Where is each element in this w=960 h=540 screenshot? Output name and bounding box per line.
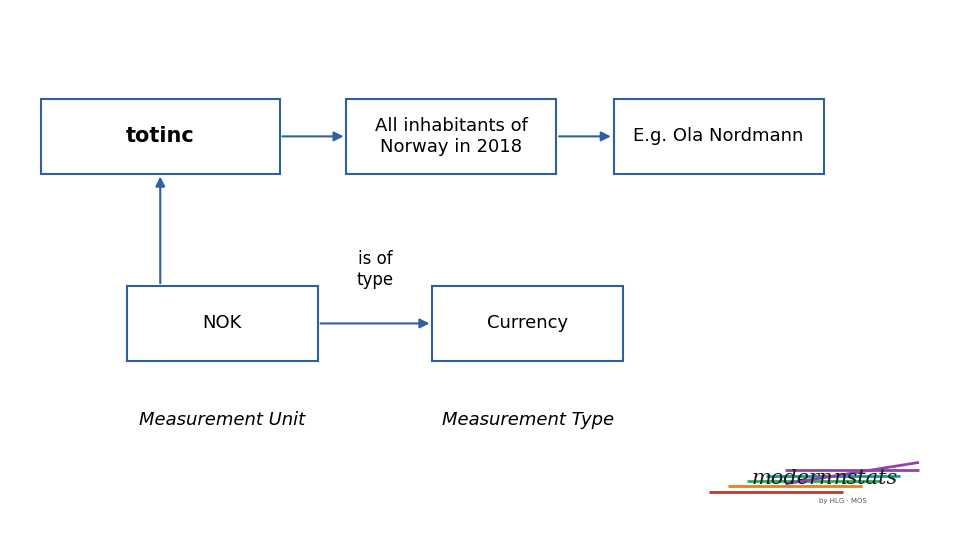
Text: by HLG · MOS: by HLG · MOS <box>819 498 867 504</box>
FancyBboxPatch shape <box>432 286 623 361</box>
Text: is of
type: is of type <box>356 250 394 289</box>
Text: Measurement Type: Measurement Type <box>442 410 613 429</box>
Text: Currency: Currency <box>487 314 568 333</box>
Text: NOK: NOK <box>203 314 242 333</box>
Text: All inhabitants of
Norway in 2018: All inhabitants of Norway in 2018 <box>375 117 528 156</box>
Text: E.g. Ola Nordmann: E.g. Ola Nordmann <box>634 127 804 145</box>
Text: modern: modern <box>752 469 833 488</box>
FancyBboxPatch shape <box>347 99 557 174</box>
FancyBboxPatch shape <box>613 99 824 174</box>
Text: Measurement Unit: Measurement Unit <box>139 410 305 429</box>
Text: totinc: totinc <box>126 126 195 146</box>
FancyBboxPatch shape <box>41 99 279 174</box>
Text: nstats: nstats <box>833 469 898 488</box>
FancyBboxPatch shape <box>127 286 318 361</box>
